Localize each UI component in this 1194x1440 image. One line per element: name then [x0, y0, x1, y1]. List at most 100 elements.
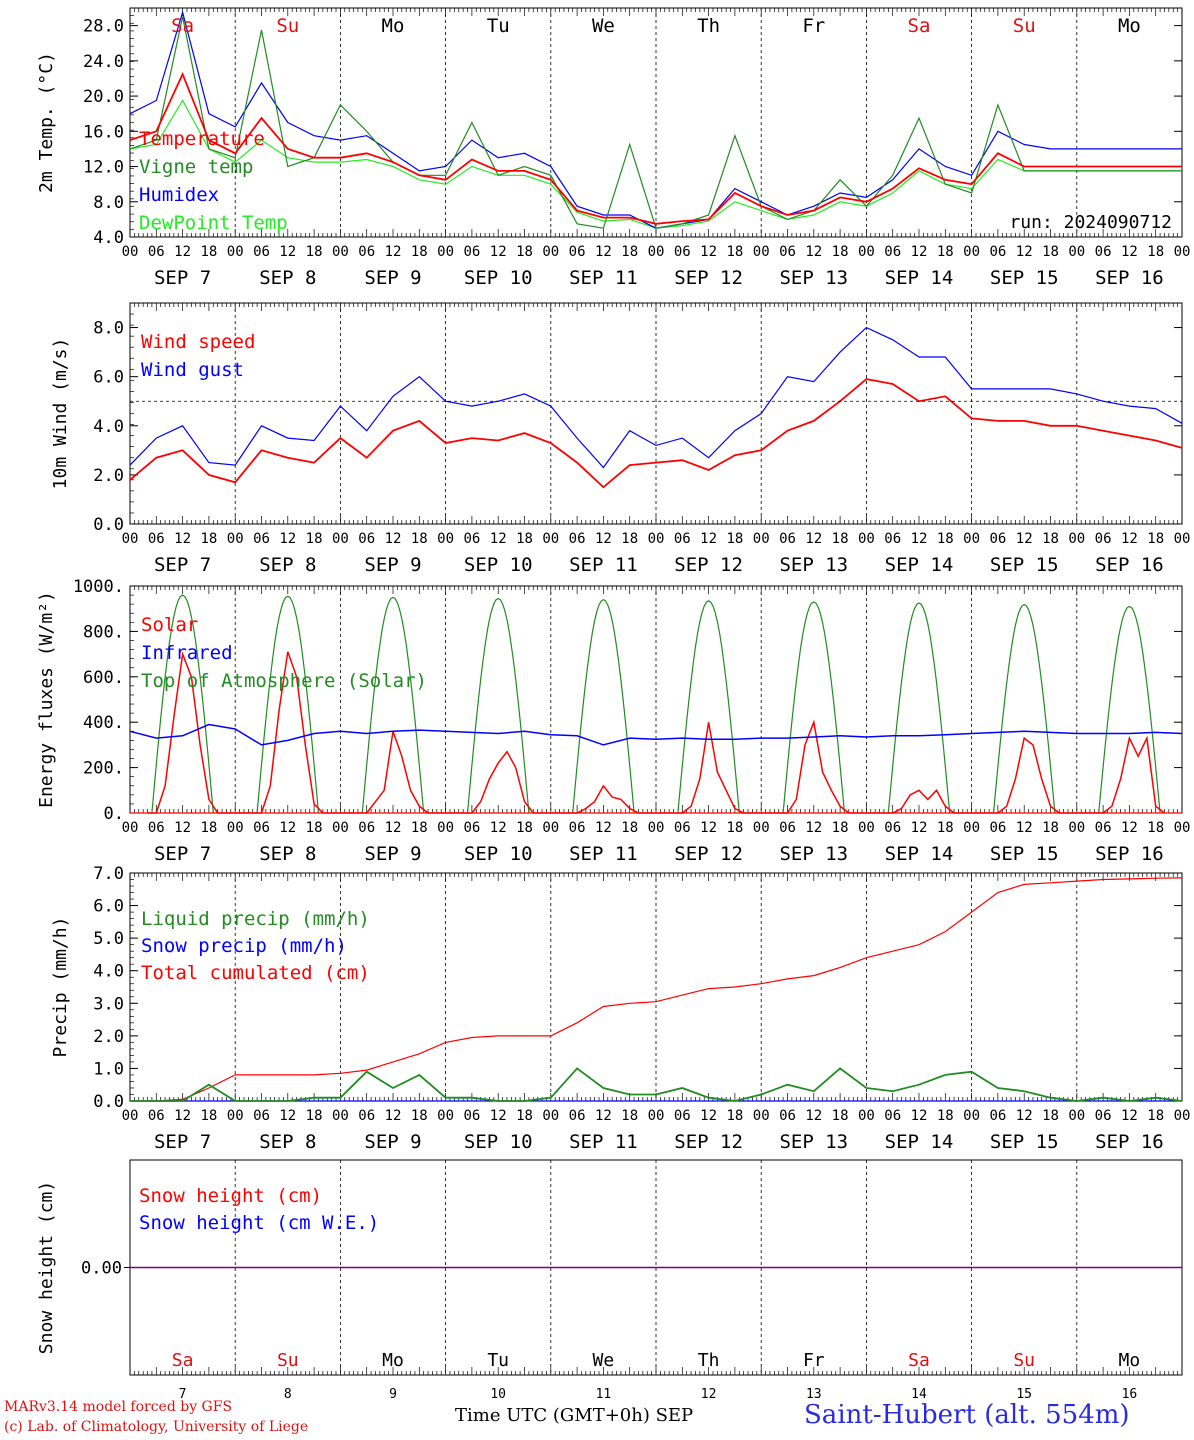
hour-label: 18 [516, 531, 533, 547]
y-axis-label: 10m Wind (m/s) [50, 338, 71, 490]
y-tick-label: 20.0 [83, 87, 124, 107]
hour-label: 12 [805, 244, 822, 260]
hour-label: 18 [1147, 1108, 1164, 1124]
hour-label: 06 [148, 820, 165, 836]
weekday-label: Su [277, 1350, 299, 1371]
date-label: SEP 9 [364, 1131, 421, 1153]
hour-label: 00 [963, 531, 980, 547]
y-tick-label: 0. [104, 804, 124, 824]
hour-label: 06 [884, 531, 901, 547]
date-label: SEP 7 [154, 1131, 211, 1153]
hour-label: 06 [463, 244, 480, 260]
y-tick-label: 24.0 [83, 52, 124, 72]
date-label: SEP 14 [885, 1131, 954, 1153]
date-label: SEP 15 [990, 554, 1059, 576]
x-axis-label: Time UTC (GMT+0h) SEP [455, 1405, 694, 1426]
toa-solar-line [466, 597, 530, 814]
date-label: SEP 9 [364, 843, 421, 865]
day-number: 7 [179, 1387, 187, 1402]
hour-label: 06 [569, 531, 586, 547]
legend-entry: Snow height (cm) [139, 1185, 322, 1207]
series-line-2 [129, 326, 1183, 469]
legend-entry: DewPoint Temp [139, 212, 288, 234]
hour-label: 00 [648, 1108, 665, 1124]
hour-label: 12 [279, 820, 296, 836]
series-line-1 [129, 71, 1182, 225]
hour-label: 06 [779, 244, 796, 260]
y-tick-label: 12.0 [83, 158, 124, 178]
hour-label: 00 [437, 531, 454, 547]
hour-label: 06 [148, 244, 165, 260]
y-tick-label: 0.0 [93, 515, 124, 535]
date-label: SEP 7 [154, 267, 211, 289]
panel-5: 0.00 Snow height (cm) Snow height (cm) Snow… [36, 1159, 1183, 1402]
date-label: SEP 14 [885, 554, 954, 576]
hour-label: 06 [1095, 1108, 1112, 1124]
y-tick-label: 0.00 [81, 1259, 122, 1279]
legend-entry: Humidex [139, 184, 219, 206]
date-label: SEP 13 [779, 843, 848, 865]
hour-label: 00 [1068, 820, 1085, 836]
hour-label: 18 [411, 531, 428, 547]
day-number: 8 [284, 1387, 292, 1402]
toa-solar-line [361, 596, 425, 814]
panel-4: 0.0 1.0 2.0 3.0 4.0 5.0 6.0 7.0 Precip (mm/h) 00 0… [50, 864, 1190, 1153]
hour-label: 00 [963, 1108, 980, 1124]
hour-label: 00 [227, 820, 244, 836]
weekday-label: Su [276, 15, 299, 37]
legend-entry: Snow height (cm W.E.) [139, 1212, 379, 1234]
date-label: SEP 13 [779, 554, 848, 576]
toa-solar-line [1098, 605, 1161, 814]
hour-label: 18 [200, 531, 217, 547]
toa-solar-line [992, 603, 1056, 814]
legend-entry: Liquid precip (mm/h) [141, 908, 370, 930]
hour-label: 18 [832, 1108, 849, 1124]
y-tick-label: 200. [83, 759, 124, 779]
hour-label: 12 [174, 531, 191, 547]
date-label: SEP 16 [1095, 1131, 1164, 1153]
panel-1: 4.0 8.0 12.0 16.0 20.0 24.0 28.0 2m Temp. (°C) 0… [36, 7, 1190, 289]
hour-label: 18 [1147, 820, 1164, 836]
weekday-label: Mo [382, 15, 405, 37]
date-label: SEP 10 [464, 843, 533, 865]
y-tick-label: 600. [83, 668, 124, 688]
y-tick-label: 400. [83, 713, 124, 733]
hour-label: 18 [937, 531, 954, 547]
hour-label: 18 [516, 820, 533, 836]
hour-label: 00 [963, 820, 980, 836]
y-tick-label: 1000. [73, 577, 124, 597]
weekday-label: Mo [1118, 15, 1141, 37]
hour-label: 00 [963, 244, 980, 260]
hour-label: 06 [148, 531, 165, 547]
y-tick-label: 8.0 [93, 319, 124, 339]
date-label: SEP 9 [364, 554, 421, 576]
date-label: SEP 11 [569, 843, 638, 865]
hour-label: 06 [779, 531, 796, 547]
toa-solar-line [677, 600, 740, 814]
hour-label: 18 [726, 820, 743, 836]
hour-label: 06 [569, 820, 586, 836]
hour-label: 12 [700, 531, 717, 547]
hour-label: 12 [385, 244, 402, 260]
hour-label: 06 [989, 244, 1006, 260]
y-tick-label: 3.0 [93, 994, 124, 1014]
date-label: SEP 14 [885, 843, 954, 865]
series-line-2 [129, 16, 1182, 229]
hour-label: 12 [279, 531, 296, 547]
y-tick-label: 0.0 [93, 1092, 124, 1112]
hour-label: 06 [674, 1108, 691, 1124]
date-label: SEP 12 [674, 843, 743, 865]
hour-label: 00 [437, 1108, 454, 1124]
hour-label: 06 [779, 820, 796, 836]
hour-label: 00 [858, 244, 875, 260]
hour-label: 06 [674, 244, 691, 260]
hour-label: 12 [700, 1108, 717, 1124]
y-tick-label: 6.0 [93, 897, 124, 917]
date-label: SEP 11 [569, 1131, 638, 1153]
weekday-label: Mo [382, 1350, 404, 1371]
date-label: SEP 8 [259, 1131, 316, 1153]
toa-solar-line [256, 595, 320, 814]
legend-entry: Vigne temp [139, 156, 253, 178]
series-line-1 [130, 1067, 1183, 1102]
hour-label: 18 [1147, 244, 1164, 260]
